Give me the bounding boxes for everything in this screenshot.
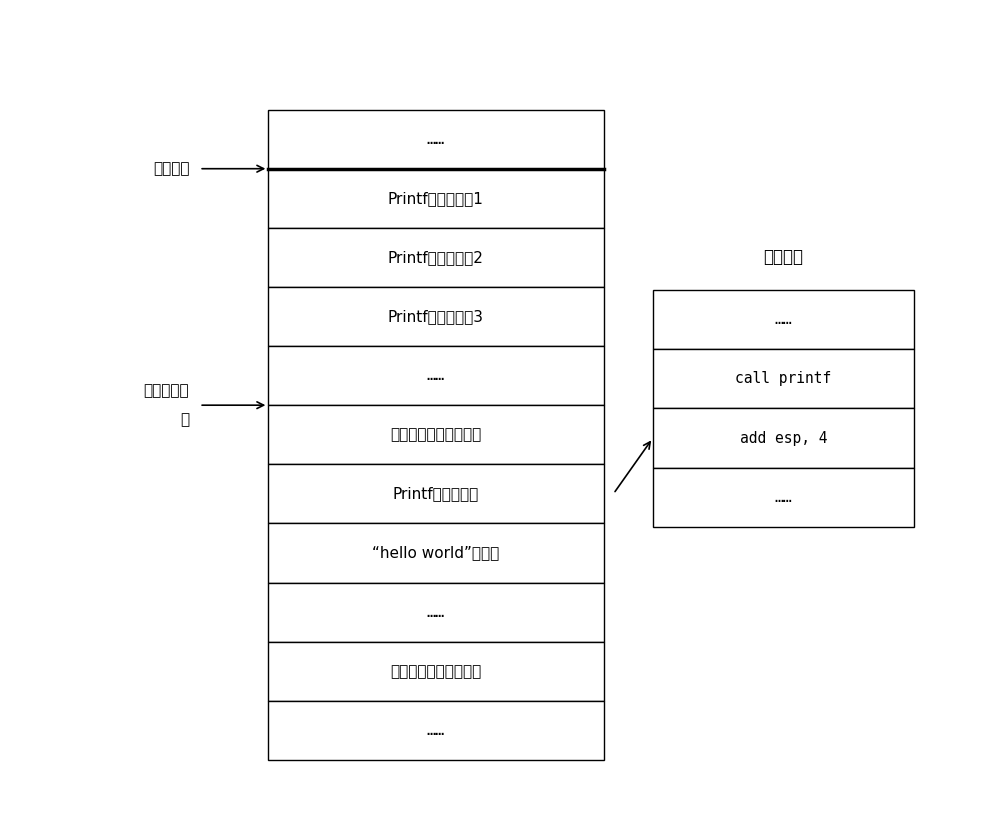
Text: ……: …… [427,368,445,383]
Text: Printf的局部变量2: Printf的局部变量2 [388,250,484,265]
Bar [268,524,604,583]
Bar [268,346,604,405]
Bar [268,228,604,287]
Text: Printf的局部变量3: Printf的局部变量3 [388,309,484,324]
Bar [268,287,604,346]
Text: call printf: call printf [735,372,832,387]
Text: 当前栈底指: 当前栈底指 [144,383,189,398]
Bar [653,408,914,468]
Text: 栈顶指针: 栈顶指针 [153,161,189,176]
Bar [268,583,604,641]
Bar [268,701,604,760]
Text: 针: 针 [180,412,189,428]
Text: 上一个函数的栈底指针: 上一个函数的栈底指针 [390,428,482,443]
Text: Printf的局部变量1: Printf的局部变量1 [388,190,484,205]
Bar [653,349,914,408]
Text: 上一个函数的堆栈空间: 上一个函数的堆栈空间 [390,664,482,679]
Bar [268,641,604,701]
Bar [653,468,914,527]
Text: ……: …… [427,132,445,147]
Bar [653,291,914,349]
Text: ……: …… [427,723,445,738]
Bar [268,109,604,169]
Text: ……: …… [775,312,792,327]
Bar [268,464,604,524]
Text: ……: …… [427,605,445,620]
Text: ……: …… [775,489,792,504]
Bar [268,169,604,228]
Text: “hello world”的指针: “hello world”的指针 [372,545,500,560]
Text: add esp, 4: add esp, 4 [740,431,827,446]
Text: 汇编指令: 汇编指令 [764,248,804,266]
Text: Printf的返回地址: Printf的返回地址 [393,486,479,501]
Bar [268,405,604,464]
